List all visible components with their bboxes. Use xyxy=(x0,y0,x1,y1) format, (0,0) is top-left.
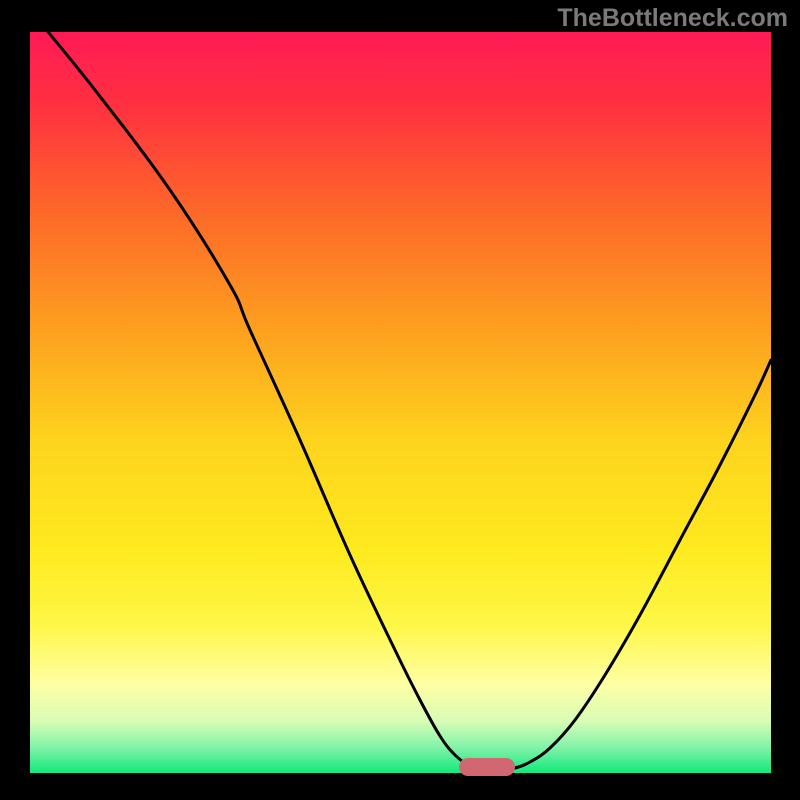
bottleneck-curve xyxy=(0,0,800,800)
optimal-marker xyxy=(459,758,515,776)
chart-container: TheBottleneck.com xyxy=(0,0,800,800)
watermark: TheBottleneck.com xyxy=(557,4,788,33)
